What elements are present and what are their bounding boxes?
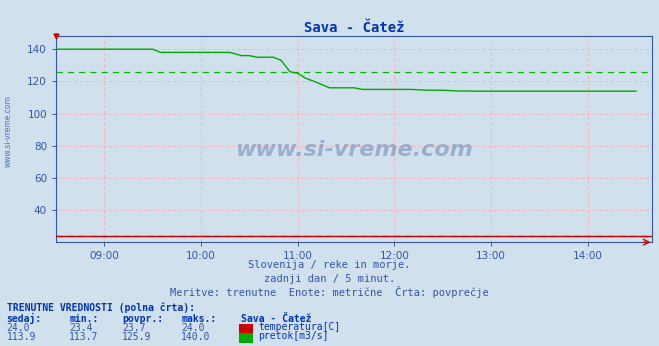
Text: 113.9: 113.9 (7, 332, 36, 342)
Text: maks.:: maks.: (181, 315, 216, 325)
Text: Sava - Čatež: Sava - Čatež (241, 315, 311, 325)
Text: Meritve: trenutne  Enote: metrične  Črta: povprečje: Meritve: trenutne Enote: metrične Črta: … (170, 286, 489, 298)
Text: 140.0: 140.0 (181, 332, 211, 342)
Text: Slovenija / reke in morje.: Slovenija / reke in morje. (248, 260, 411, 270)
Text: sedaj:: sedaj: (7, 313, 42, 325)
Text: www.si-vreme.com: www.si-vreme.com (235, 139, 473, 160)
Text: temperatura[C]: temperatura[C] (258, 322, 341, 333)
Text: 24.0: 24.0 (181, 324, 205, 334)
Text: zadnji dan / 5 minut.: zadnji dan / 5 minut. (264, 274, 395, 284)
Text: min.:: min.: (69, 315, 99, 325)
Text: pretok[m3/s]: pretok[m3/s] (258, 331, 329, 341)
Text: www.si-vreme.com: www.si-vreme.com (3, 95, 13, 167)
Text: 23.4: 23.4 (69, 324, 93, 334)
Text: TRENUTNE VREDNOSTI (polna črta):: TRENUTNE VREDNOSTI (polna črta): (7, 303, 194, 313)
Text: 113.7: 113.7 (69, 332, 99, 342)
Text: povpr.:: povpr.: (122, 315, 163, 325)
Text: 125.9: 125.9 (122, 332, 152, 342)
Text: 23.7: 23.7 (122, 324, 146, 334)
Text: 24.0: 24.0 (7, 324, 30, 334)
Title: Sava - Čatež: Sava - Čatež (304, 21, 405, 35)
